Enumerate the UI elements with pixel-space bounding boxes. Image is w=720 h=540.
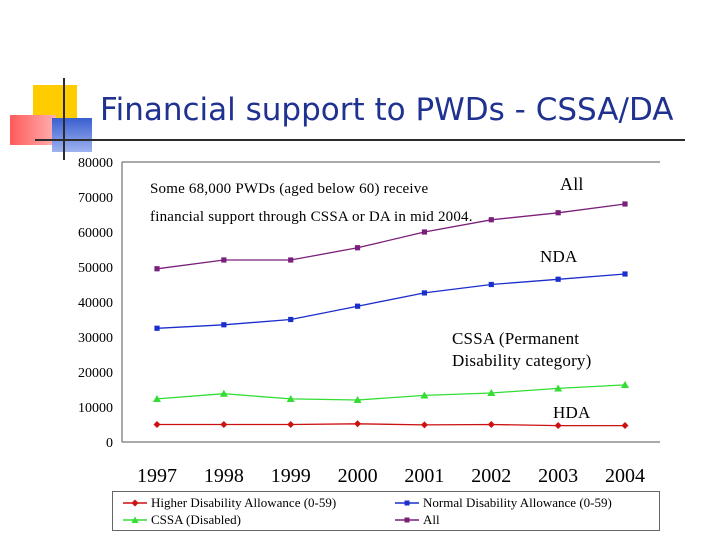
series-line xyxy=(156,203,626,270)
series-2 xyxy=(153,380,629,403)
data-point xyxy=(621,380,629,388)
legend-label-hda: Higher Disability Allowance (0-59) xyxy=(151,495,337,510)
data-point xyxy=(621,422,629,430)
x-tick-label: 2004 xyxy=(605,465,645,487)
annotation-cssa-line-2: Disability category) xyxy=(452,351,592,370)
data-point xyxy=(287,421,295,428)
series-0 xyxy=(153,420,629,430)
annotation-hda: HDA xyxy=(553,403,591,422)
legend-marker-square-icon xyxy=(395,500,419,506)
y-tick-label: 50000 xyxy=(78,261,113,276)
y-tick-label: 20000 xyxy=(78,366,113,381)
x-tick-label: 2000 xyxy=(338,465,378,487)
chart-axes xyxy=(121,161,660,443)
legend-label-all: All xyxy=(423,512,440,527)
data-point xyxy=(353,396,362,403)
legend-label-nda: Normal Disability Allowance (0-59) xyxy=(423,495,612,510)
data-point xyxy=(154,325,160,331)
data-point xyxy=(488,281,494,288)
chart-legend: Higher Disability Allowance (0-59) Norma… xyxy=(112,491,660,531)
data-point xyxy=(288,316,294,323)
annotation-nda: NDA xyxy=(540,247,578,266)
data-point xyxy=(219,389,228,397)
slide-title: Financial support to PWDs - CSSA/DA xyxy=(100,92,674,128)
y-tick-labels: 0 10000 20000 30000 40000 50000 60000 70000 8000… xyxy=(78,156,113,451)
series-3 xyxy=(154,201,628,272)
y-tick-label: 30000 xyxy=(78,331,113,346)
data-point xyxy=(554,422,562,430)
data-point xyxy=(554,384,563,392)
data-point xyxy=(555,210,561,216)
series-line xyxy=(156,273,626,329)
data-point xyxy=(221,322,227,328)
legend-label-cssa: CSSA (Disabled) xyxy=(151,512,241,527)
legend-item-hda: Higher Disability Allowance (0-59) xyxy=(123,495,336,511)
legend-marker-triangle-icon xyxy=(123,516,147,523)
data-point xyxy=(354,303,361,309)
legend-item-all: All xyxy=(395,512,440,528)
data-point xyxy=(220,421,228,428)
annotation-cssa: CSSA (Permanent Disability category) xyxy=(452,328,592,372)
y-tick-label: 40000 xyxy=(78,296,113,311)
y-tick-label: 10000 xyxy=(78,401,113,416)
x-tick-labels: 1997 1998 1999 2000 2001 2002 2003 2004 xyxy=(137,465,645,487)
legend-marker-diamond-icon xyxy=(123,499,147,507)
series-1 xyxy=(154,271,628,331)
data-point xyxy=(354,420,362,428)
x-tick-label: 2002 xyxy=(471,465,511,487)
data-point xyxy=(555,276,561,282)
x-tick-label: 1999 xyxy=(271,465,311,487)
chart-note-line-1: Some 68,000 PWDs (aged below 60) receive xyxy=(150,181,429,197)
data-point xyxy=(421,229,428,235)
y-tick-label: 0 xyxy=(106,436,113,451)
data-point xyxy=(420,391,429,399)
annotation-cssa-line-1: CSSA (Permanent xyxy=(452,329,580,348)
title-underline xyxy=(35,139,685,141)
x-tick-label: 1997 xyxy=(137,465,177,487)
series-line xyxy=(157,423,625,427)
chart-note-line-2: financial support through CSSA or DA in … xyxy=(150,209,473,225)
chart-note: Some 68,000 PWDs (aged below 60) receive… xyxy=(150,175,473,231)
decor-blue-square xyxy=(52,118,92,152)
data-point xyxy=(622,201,628,207)
data-point xyxy=(487,389,496,396)
legend-marker-square-icon xyxy=(395,517,419,523)
data-point xyxy=(153,394,161,402)
data-point xyxy=(354,245,361,251)
data-point xyxy=(420,421,428,429)
legend-item-nda: Normal Disability Allowance (0-59) xyxy=(395,495,612,511)
series-line xyxy=(156,384,626,401)
data-point xyxy=(488,217,494,223)
y-tick-label: 70000 xyxy=(78,191,113,206)
data-point xyxy=(487,421,495,428)
data-point xyxy=(288,257,294,263)
data-point xyxy=(153,421,161,428)
x-tick-label: 1998 xyxy=(204,465,244,487)
data-point xyxy=(221,257,227,263)
legend-item-cssa: CSSA (Disabled) xyxy=(123,512,241,528)
y-tick-label: 60000 xyxy=(78,226,113,241)
annotation-all: All xyxy=(560,174,584,194)
x-tick-label: 2003 xyxy=(538,465,578,487)
y-tick-label: 80000 xyxy=(78,156,113,171)
data-point xyxy=(286,394,295,402)
chart-series xyxy=(153,201,629,430)
decor-vertical-line xyxy=(63,78,65,160)
data-point xyxy=(622,271,628,277)
data-point xyxy=(421,290,428,296)
data-point xyxy=(154,266,160,272)
x-tick-label: 2001 xyxy=(404,465,444,487)
